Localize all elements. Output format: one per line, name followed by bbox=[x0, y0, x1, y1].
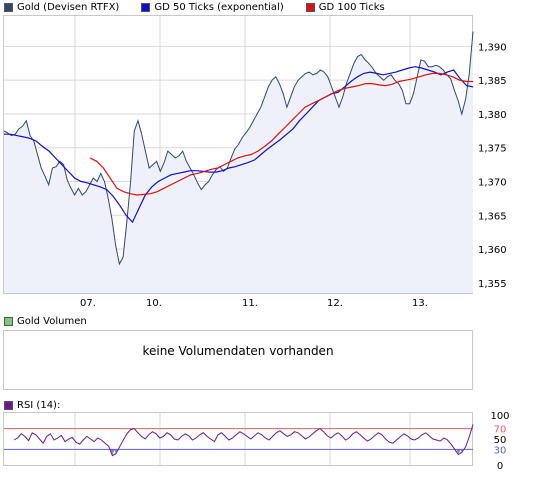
legend-rsi-label: RSI (14): bbox=[17, 399, 61, 411]
price-line-gd100 bbox=[89, 72, 473, 196]
legend-gold-label: Gold (Devisen RTFX) bbox=[17, 1, 120, 13]
rsi-legend: RSI (14): bbox=[0, 398, 78, 412]
rsi-line bbox=[13, 424, 474, 457]
price-x-tick-label: 07. bbox=[80, 298, 96, 309]
price-y-tick-label: 1,375 bbox=[478, 144, 507, 155]
price-y-tick-label: 1,355 bbox=[478, 279, 507, 290]
rsi-panel bbox=[3, 412, 473, 466]
price-y-tick-label: 1,370 bbox=[478, 178, 507, 189]
legend-gd50-label: GD 50 Ticks (exponential) bbox=[154, 1, 284, 13]
price-x-tick-label: 10. bbox=[146, 298, 162, 309]
rsi-y-tick-label: 50 bbox=[494, 435, 507, 446]
legend-volume-label: Gold Volumen bbox=[17, 315, 87, 327]
rsi-y-tick-label: 30 bbox=[494, 445, 507, 456]
rsi-oversold-fill bbox=[110, 449, 465, 456]
price-x-tick-label: 12. bbox=[327, 298, 343, 309]
rsi-y-tick-label: 70 bbox=[494, 425, 507, 436]
price-y-tick-label: 1,390 bbox=[478, 42, 507, 53]
price-x-tick-label: 13. bbox=[412, 298, 428, 309]
rsi-y-tick-label: 0 bbox=[497, 461, 503, 472]
price-y-tick-label: 1,360 bbox=[478, 245, 507, 256]
price-line-gold bbox=[3, 31, 474, 266]
legend-gd50-swatch bbox=[141, 2, 151, 12]
legend-gd100-swatch bbox=[305, 2, 315, 12]
main-legend: Gold (Devisen RTFX) GD 50 Ticks (exponen… bbox=[0, 0, 403, 14]
legend-gold-swatch bbox=[4, 2, 13, 12]
legend-gd100: GD 100 Ticks bbox=[302, 2, 385, 13]
rsi-y-tick-label: 100 bbox=[490, 411, 509, 422]
legend-volume: Gold Volumen bbox=[0, 316, 87, 327]
price-y-tick-label: 1,365 bbox=[478, 211, 507, 222]
legend-gd100-label: GD 100 Ticks bbox=[318, 1, 385, 13]
price-x-tick-label: 11. bbox=[242, 298, 258, 309]
legend-rsi-swatch bbox=[4, 400, 13, 410]
legend-gd50: GD 50 Ticks (exponential) bbox=[137, 1, 284, 13]
volume-legend: Gold Volumen bbox=[0, 314, 105, 328]
price-area bbox=[4, 31, 473, 293]
price-y-tick-label: 1,385 bbox=[478, 76, 507, 87]
legend-gold: Gold (Devisen RTFX) bbox=[0, 2, 119, 13]
legend-rsi: RSI (14): bbox=[0, 400, 60, 411]
legend-volume-swatch bbox=[4, 316, 13, 326]
volume-panel bbox=[3, 330, 473, 390]
price-line-gd50 bbox=[4, 66, 474, 224]
no-volume-message: keine Volumendaten vorhanden bbox=[142, 344, 334, 358]
price-y-tick-label: 1,380 bbox=[478, 110, 507, 121]
